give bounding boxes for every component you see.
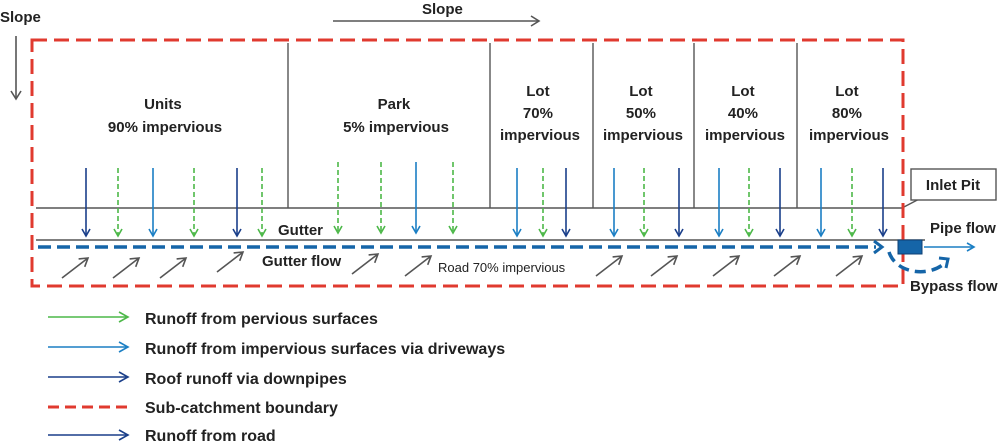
bypass-flow-label: Bypass flow: [910, 278, 998, 295]
road-runoff-arrow: [216, 251, 245, 273]
inlet-pit-box: [910, 168, 997, 201]
slope-top-label: Slope: [422, 1, 463, 18]
area-line: 5% impervious: [343, 119, 449, 136]
road-runoff-arrow: [351, 253, 380, 275]
area-units-label: Units 90% impervious: [108, 96, 222, 136]
area-lot-label: Lot 50% impervious: [603, 83, 683, 144]
area-line: impervious: [809, 127, 889, 144]
road-runoff-arrow: [595, 255, 624, 277]
gutter-flow-arrowhead: [873, 239, 885, 255]
legend-boundary-label: Sub-catchment boundary: [145, 400, 338, 417]
area-line: Lot: [629, 83, 652, 100]
area-line: impervious: [705, 127, 785, 144]
bypass-flow-curve: [887, 251, 948, 274]
legend-road-label: Runoff from road: [145, 428, 276, 443]
inlet-pit-label: Inlet Pit: [926, 177, 980, 194]
area-line: impervious: [500, 127, 580, 144]
legend-roof-label: Roof runoff via downpipes: [145, 371, 347, 388]
runoff-arrows: [81, 162, 888, 238]
area-park-label: Park 5% impervious: [343, 96, 449, 136]
road-runoff-arrow: [404, 255, 433, 277]
pipe-flow-label: Pipe flow: [930, 220, 996, 237]
area-line: Units: [144, 96, 182, 113]
area-line: Lot: [731, 83, 754, 100]
road-label: Road 70% impervious: [438, 260, 566, 275]
area-lot-label: Lot 80% impervious: [809, 83, 889, 144]
area-line: 90% impervious: [108, 119, 222, 136]
slope-left-label: Slope: [0, 9, 41, 26]
road-runoff-arrow: [712, 255, 741, 277]
area-line: Lot: [526, 83, 549, 100]
inlet-pit-icon: [897, 239, 923, 255]
sub-catchment-boundary: [30, 38, 905, 288]
road-runoff-arrow: [112, 257, 141, 279]
road-runoff-arrow: [650, 255, 679, 277]
road-runoff-arrows: [61, 251, 864, 279]
gutter-label: Gutter: [278, 222, 323, 239]
road-runoff-arrow: [835, 255, 864, 277]
legend-impervious-label: Runoff from impervious surfaces via driv…: [145, 341, 505, 358]
legend-pervious-label: Runoff from pervious surfaces: [145, 311, 378, 328]
area-lot-label: Lot 40% impervious: [705, 83, 785, 144]
bypass-flow-arrowhead: [938, 256, 950, 269]
area-line: Park: [378, 96, 411, 113]
area-line: Lot: [835, 83, 858, 100]
area-line: 40%: [728, 105, 758, 122]
area-line: 50%: [626, 105, 656, 122]
road-runoff-arrow: [159, 257, 188, 279]
area-line: impervious: [603, 127, 683, 144]
gutter-flow-label: Gutter flow: [262, 253, 341, 270]
area-lot-label: Lot 70% impervious: [500, 83, 580, 144]
road-runoff-arrow: [61, 257, 90, 279]
area-line: 70%: [523, 105, 553, 122]
legend: Runoff from pervious surfaces Runoff fro…: [48, 311, 505, 443]
road-runoff-arrow: [773, 255, 802, 277]
area-line: 80%: [832, 105, 862, 122]
